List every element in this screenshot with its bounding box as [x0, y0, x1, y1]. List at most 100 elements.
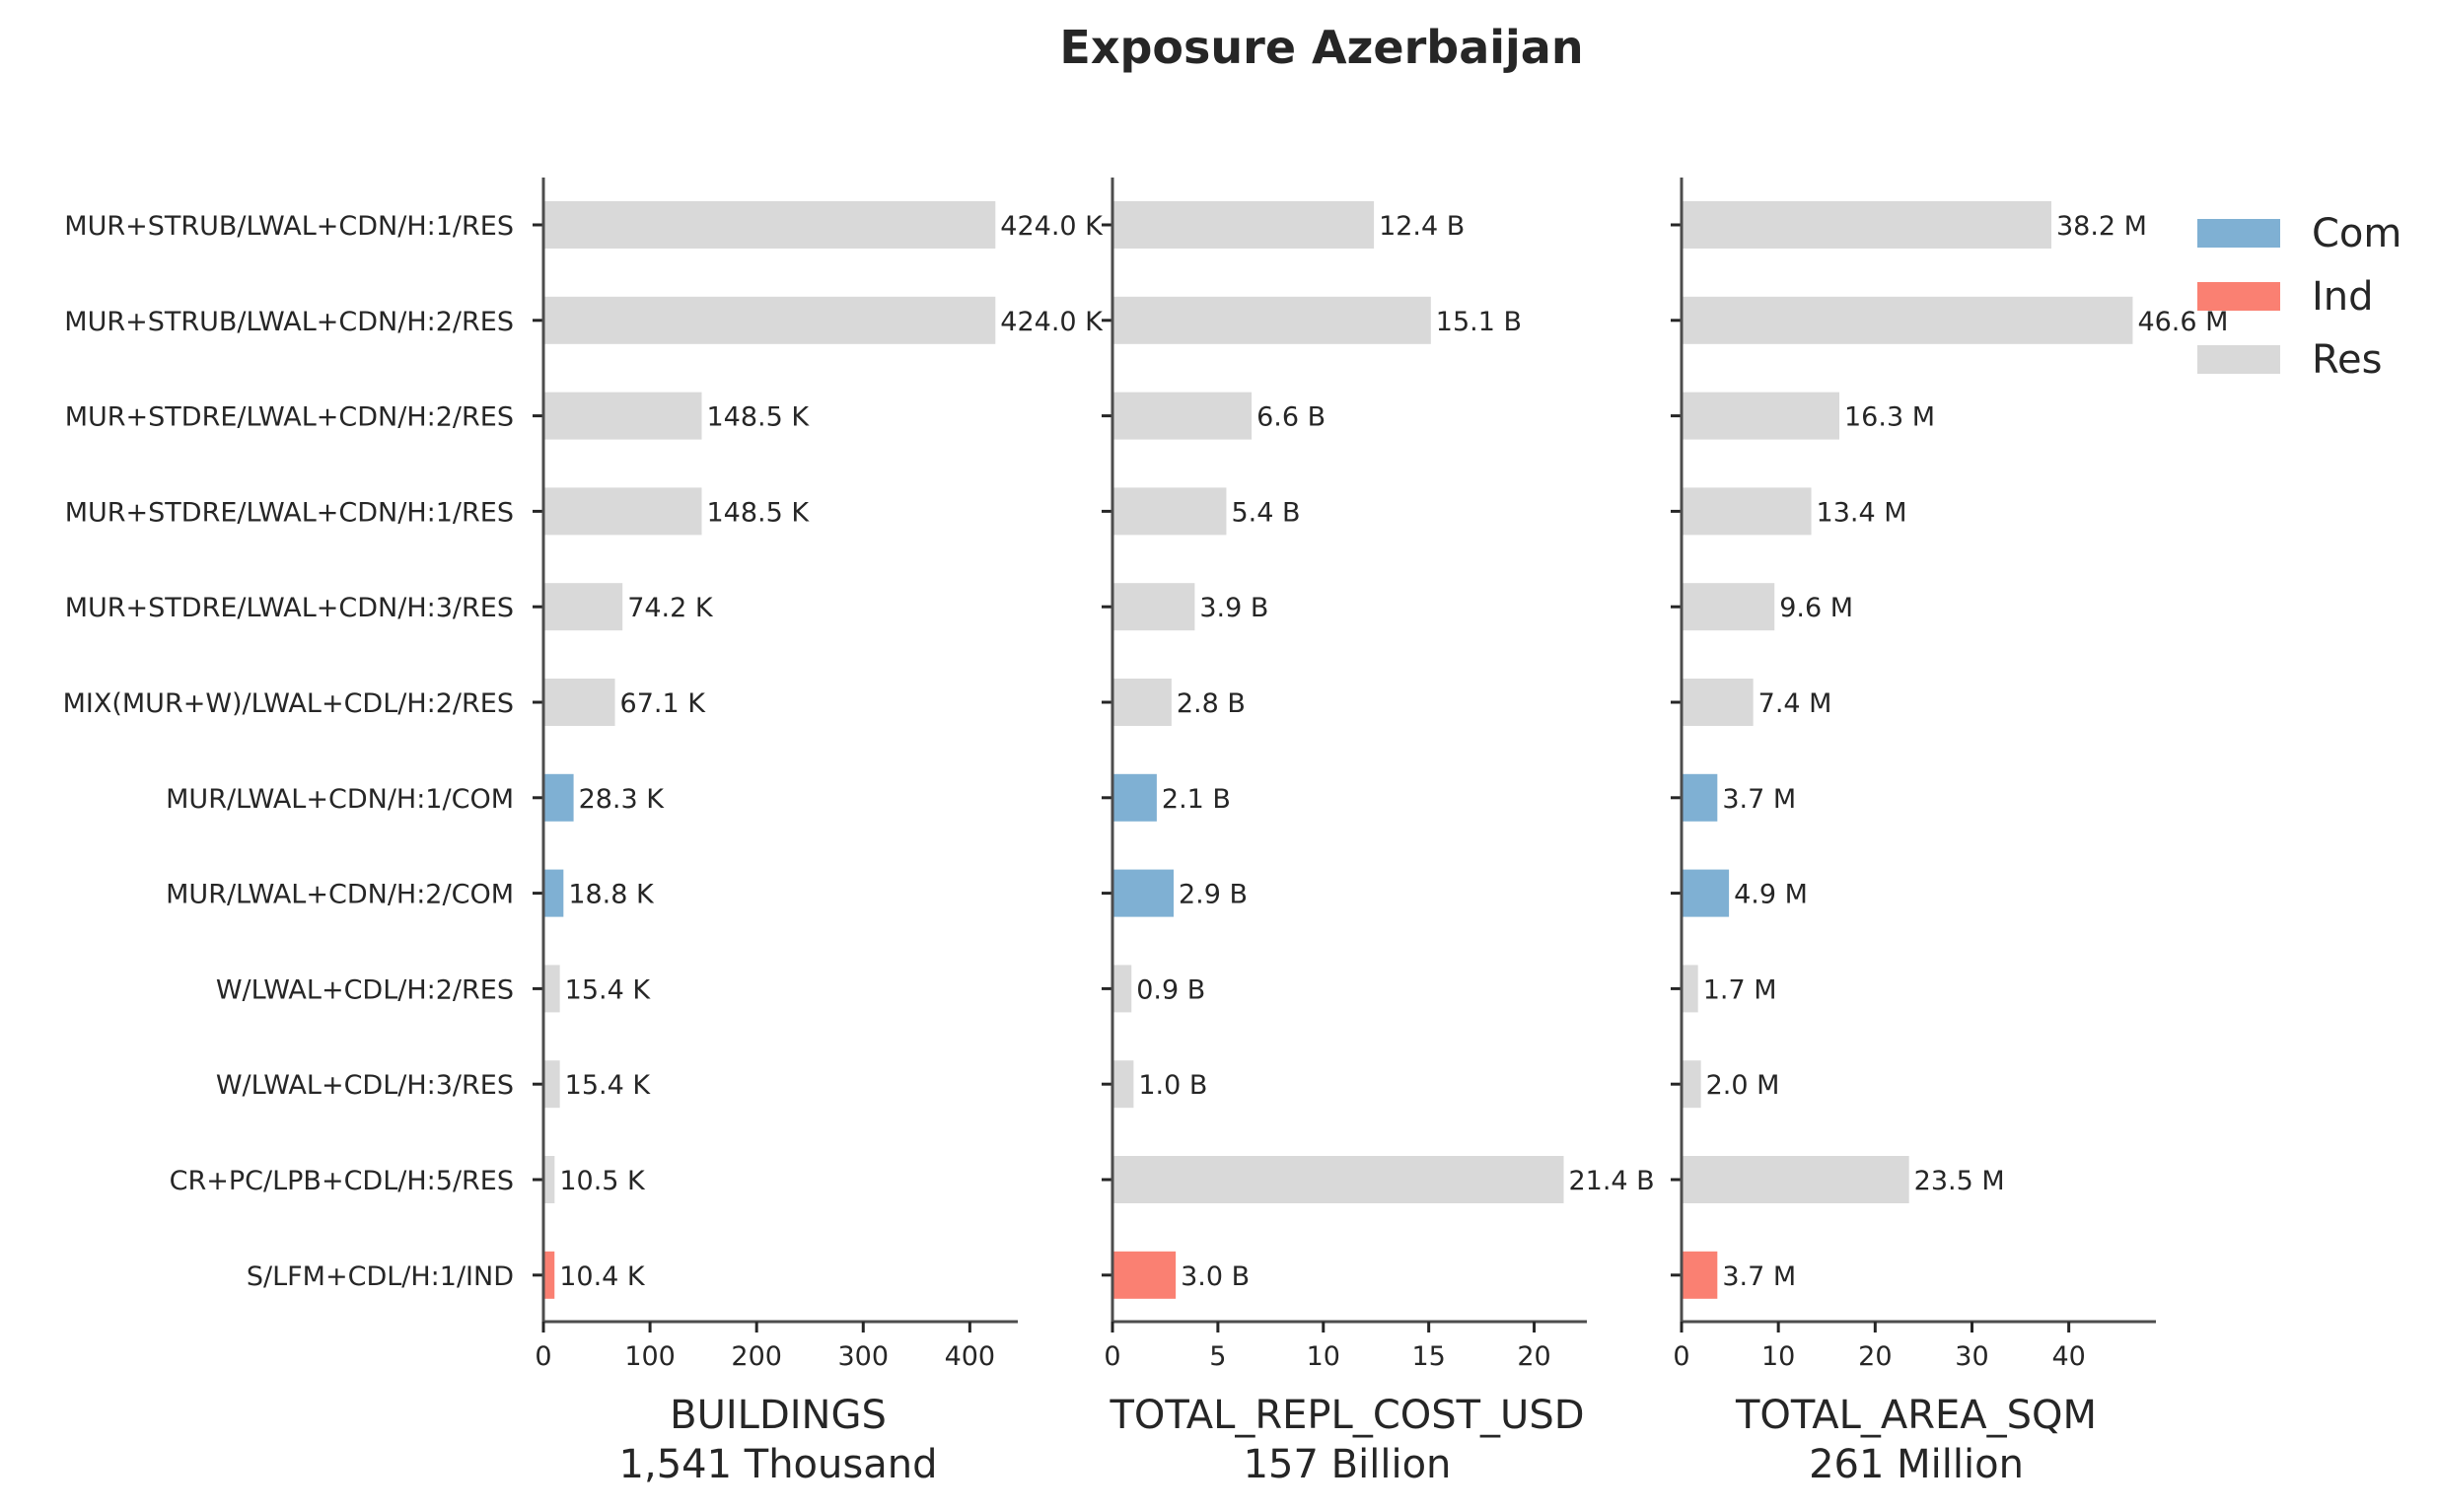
bar-ind — [1682, 1251, 1718, 1299]
data-label: 46.6 M — [2137, 307, 2228, 337]
legend-swatch-com — [2197, 219, 2280, 248]
bar-res — [1112, 392, 1253, 440]
bar-res — [543, 392, 702, 440]
category-label: W/LWAL+CDL/H:2/RES — [216, 974, 514, 1005]
data-label: 15.1 B — [1436, 307, 1522, 337]
bar-res — [1112, 583, 1195, 631]
data-label: 148.5 K — [707, 402, 811, 433]
bar-res — [1682, 201, 2051, 249]
x-tick-label: 5 — [1209, 1341, 1226, 1372]
bar-com — [1682, 869, 1730, 917]
bar-res — [1112, 1156, 1564, 1203]
panel-1: 0 100 200 300 400 424.0 K 424.0 K 148.5 K 148.5 … — [533, 178, 1104, 1487]
x-tick-label: 20 — [1858, 1341, 1892, 1372]
bar-res — [1682, 1060, 1701, 1109]
legend-label: Ind — [2312, 274, 2374, 320]
data-label: 28.3 K — [579, 784, 666, 815]
x-tick-label: 15 — [1411, 1341, 1445, 1372]
category-label: MUR+STRUB/LWAL+CDN/H:1/RES — [64, 211, 514, 242]
data-label: 15.4 K — [565, 1070, 652, 1101]
bar-ind — [543, 1251, 555, 1299]
bar-res — [1682, 1156, 1909, 1203]
data-label: 10.5 K — [559, 1166, 646, 1196]
data-label: 21.4 B — [1568, 1166, 1654, 1196]
data-label: 424.0 K — [1000, 211, 1104, 242]
x-tick-label: 300 — [837, 1341, 889, 1372]
bar-res — [1112, 679, 1172, 726]
bar-res — [1682, 392, 1840, 440]
category-label: W/LWAL+CDL/H:3/RES — [216, 1070, 514, 1101]
data-label: 2.8 B — [1177, 688, 1246, 719]
data-label: 74.2 K — [627, 593, 714, 623]
data-label: 2.0 M — [1706, 1070, 1780, 1101]
bar-res — [543, 201, 996, 249]
data-label: 3.7 M — [1722, 784, 1796, 815]
bar-res — [1112, 296, 1431, 344]
x-tick-label: 0 — [1104, 1341, 1120, 1372]
bar-com — [1112, 773, 1157, 822]
bar-res — [543, 296, 996, 344]
bar-res — [1682, 296, 2133, 344]
bar-res — [1682, 965, 1698, 1013]
bar-res — [1682, 487, 1812, 536]
x-tick-label: 400 — [945, 1341, 996, 1372]
x-axis-label: TOTAL_AREA_SQM — [1735, 1393, 2097, 1438]
data-label: 1.7 M — [1703, 974, 1777, 1005]
category-label: MUR+STDRE/LWAL+CDN/H:3/RES — [65, 593, 514, 623]
data-label: 15.4 K — [565, 974, 652, 1005]
data-label: 12.4 B — [1379, 211, 1465, 242]
category-label: MUR/LWAL+CDN/H:2/COM — [166, 880, 514, 910]
x-tick-label: 20 — [1517, 1341, 1550, 1372]
data-label: 38.2 M — [2056, 211, 2147, 242]
legend-label: Res — [2312, 337, 2382, 383]
x-tick-label: 10 — [1761, 1341, 1795, 1372]
category-label: CR+PC/LPB+CDL/H:5/RES — [170, 1166, 514, 1196]
data-label: 4.9 M — [1734, 880, 1808, 910]
legend-swatch-ind — [2197, 282, 2280, 311]
bar-res — [543, 487, 702, 536]
legend: Com Ind Res — [2197, 211, 2401, 383]
x-tick-label: 10 — [1307, 1341, 1340, 1372]
data-label: 9.6 M — [1779, 593, 1853, 623]
bar-res — [1112, 965, 1132, 1013]
category-label: MUR+STRUB/LWAL+CDN/H:2/RES — [64, 307, 514, 337]
bar-res — [1682, 583, 1775, 631]
bar-res — [1112, 201, 1375, 249]
bar-com — [1682, 773, 1718, 822]
data-label: 7.4 M — [1758, 688, 1832, 719]
bar-res — [1112, 487, 1227, 536]
data-label: 424.0 K — [1000, 307, 1104, 337]
x-tick-label: 100 — [624, 1341, 676, 1372]
data-label: 16.3 M — [1844, 402, 1935, 433]
x-tick-label: 0 — [535, 1341, 551, 1372]
bar-res — [1112, 1060, 1134, 1109]
x-axis-label: BUILDINGS — [670, 1393, 887, 1438]
bar-res — [543, 965, 560, 1013]
category-label: MUR+STDRE/LWAL+CDN/H:2/RES — [65, 402, 514, 433]
x-tick-label: 40 — [2051, 1341, 2085, 1372]
category-label: MUR+STDRE/LWAL+CDN/H:1/RES — [65, 497, 514, 528]
bar-com — [543, 869, 564, 917]
x-axis-total: 157 Billion — [1244, 1442, 1452, 1487]
category-label: S/LFM+CDL/H:1/IND — [247, 1261, 514, 1292]
data-label: 3.9 B — [1199, 593, 1268, 623]
legend-swatch-res — [2197, 345, 2280, 374]
data-label: 2.9 B — [1179, 880, 1248, 910]
data-label: 1.0 B — [1138, 1070, 1207, 1101]
legend-label: Com — [2312, 211, 2401, 256]
bar-res — [543, 1060, 560, 1109]
bar-com — [543, 773, 574, 822]
data-label: 67.1 K — [620, 688, 707, 719]
bar-res — [543, 679, 615, 726]
panel-2: 0 5 10 15 20 12.4 B 15.1 B 6.6 B 5.4 B 3.9 B 2.8 B… — [1102, 178, 1655, 1487]
x-tick-label: 30 — [1955, 1341, 1988, 1372]
bar-res — [1682, 679, 1754, 726]
panel-3: 0 10 20 30 40 38.2 M 46.6 M 16.3 M 13.4 M 9.6 M 7.… — [1671, 178, 2228, 1487]
x-axis-total: 1,541 Thousand — [619, 1442, 938, 1487]
data-label: 3.0 B — [1181, 1261, 1250, 1292]
data-label: 18.8 K — [568, 880, 655, 910]
x-tick-label: 200 — [731, 1341, 782, 1372]
bar-res — [543, 583, 623, 631]
data-label: 2.1 B — [1162, 784, 1231, 815]
